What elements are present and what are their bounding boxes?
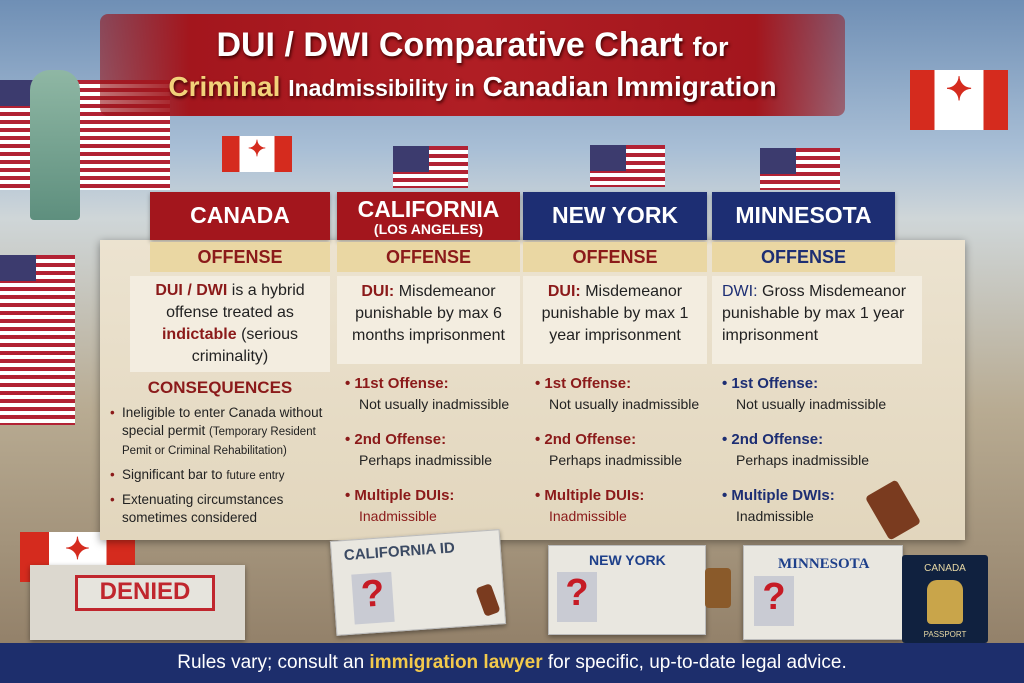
title-suffix: for xyxy=(692,32,729,62)
bullet-heading: Multiple DUIs: xyxy=(535,486,705,506)
bullet-text: Not usually inadmissible xyxy=(736,396,887,412)
footer-text: Rules vary; consult an xyxy=(177,652,370,673)
text: Misdemeanor punishable by max 1 year imp… xyxy=(541,283,689,344)
column-header-minnesota: MINNESOTA xyxy=(712,192,895,240)
title-highlight: Criminal xyxy=(168,71,281,102)
offense-desc-new-york: DUI: Misdemeanor punishable by max 1 yea… xyxy=(523,276,707,364)
text: Ineligible to enter Canada without speci… xyxy=(122,405,323,438)
offense-label-california: OFFENSE xyxy=(337,242,520,272)
bullet-heading: 2nd Offense: xyxy=(345,430,515,450)
offense-desc-minnesota: DWI: Gross Misdemeanor punishable by max… xyxy=(712,276,922,364)
text: Gross Misdemeanor punishable by max 1 ye… xyxy=(722,283,907,344)
bullet-heading: 11st Offense: xyxy=(345,374,515,394)
bullets-new-york: 1st Offense: Not usually inadmissible 2nd… xyxy=(535,374,705,542)
coat-of-arms-icon xyxy=(927,580,963,624)
bullet-text: Perhaps inadmissible xyxy=(549,452,683,468)
small-text: (Temporary Resident Pemit or Criminal Re… xyxy=(122,426,316,457)
minnesota-id-card: MINNESOTA ? xyxy=(743,545,903,640)
small-text: future entry xyxy=(226,470,285,482)
canada-passport: CANADA PASSPORT xyxy=(902,555,988,643)
bullet-text: Inadmissible xyxy=(736,508,814,524)
us-flag-left-lower xyxy=(0,255,75,425)
new-york-id-card: NEW YORK ? xyxy=(548,545,706,635)
question-mark-icon: ? xyxy=(754,576,794,626)
consequence-item: Extenuating circumstances sometimes cons… xyxy=(110,491,330,527)
bullet-text: Not usually inadmissible xyxy=(549,396,700,412)
title-line-2: Criminal Inadmissibility in Canadian Imm… xyxy=(100,71,845,103)
column-header-new-york: NEW YORK xyxy=(523,192,707,240)
denied-stamp: DENIED xyxy=(75,575,215,611)
statue-of-liberty-icon xyxy=(30,70,80,220)
title-end: Canadian Immigration xyxy=(482,71,777,102)
footer-disclaimer: Rules vary; consult an immigration lawye… xyxy=(0,643,1024,683)
text: Significant bar to xyxy=(122,467,223,482)
bullet-heading: Multiple DUIs: xyxy=(345,486,515,506)
header-label: CALIFORNIA xyxy=(357,196,500,222)
consequence-item: Ineligible to enter Canada without speci… xyxy=(110,404,330,460)
bullet-heading: 2nd Offense: xyxy=(722,430,902,450)
bold: indictable xyxy=(161,326,237,343)
question-mark-icon: ? xyxy=(557,572,597,622)
header-label: CANADA xyxy=(190,202,290,228)
bold: DWI: xyxy=(722,283,758,300)
bullet-heading: Multiple DWIs: xyxy=(722,486,902,506)
offense-label-new-york: OFFENSE xyxy=(523,242,707,272)
text: is a hybrid offense treated as xyxy=(166,282,305,321)
bullet-text: Perhaps inadmissible xyxy=(359,452,493,468)
bullets-minnesota: 1st Offense: Not usually inadmissible 2nd… xyxy=(722,374,902,542)
bullets-california: 11st Offense: Not usually inadmissible 2n… xyxy=(345,374,515,542)
offense-desc-canada: DUI / DWI is a hybrid offense treated as… xyxy=(130,276,330,372)
offense-desc-california: DUI: Misdemeanor punishable by max 6 mon… xyxy=(337,276,520,364)
california-id-card: CALIFORNIA ID ? xyxy=(329,529,507,636)
us-flag-california xyxy=(393,146,468,188)
column-header-california: CALIFORNIA (LOS ANGELES) xyxy=(337,192,520,240)
title-line-1: DUI / DWI Comparative Chart for xyxy=(100,26,845,65)
footer-text: for specific, up-to-date legal advice. xyxy=(542,652,847,673)
question-mark-icon: ? xyxy=(351,571,395,625)
card-title: NEW YORK xyxy=(589,552,666,568)
passport-label: PASSPORT xyxy=(923,630,967,639)
header-label: MINNESOTA xyxy=(735,202,872,228)
bullet-heading: 1st Offense: xyxy=(535,374,705,394)
bullet-heading: 1st Offense: xyxy=(722,374,902,394)
bold: DUI / DWI xyxy=(155,282,228,299)
us-flag-newyork xyxy=(590,145,665,187)
canada-flag-icon: ✦ xyxy=(222,136,292,172)
title-mid: Inadmissibility in xyxy=(288,75,475,101)
footer-highlight: immigration lawyer xyxy=(369,652,543,673)
bullet-text: Inadmissible xyxy=(359,508,437,524)
header-subtitle: (LOS ANGELES) xyxy=(373,221,484,237)
bold: DUI: xyxy=(361,283,395,300)
consequences-canada: CONSEQUENCES Ineligible to enter Canada … xyxy=(110,378,330,533)
text: Extenuating circumstances sometimes cons… xyxy=(122,492,284,525)
us-flag-minnesota xyxy=(760,148,840,190)
text: Misdemeanor punishable by max 6 months i… xyxy=(352,283,505,344)
passport-country: CANADA xyxy=(924,563,966,574)
bullet-text: Inadmissible xyxy=(549,508,627,524)
gavel-icon xyxy=(705,568,731,608)
bullet-text: Not usually inadmissible xyxy=(359,396,510,412)
text: (serious criminality) xyxy=(191,326,299,365)
title-banner: DUI / DWI Comparative Chart for Criminal… xyxy=(100,14,845,116)
canada-flag-right: ✦ xyxy=(910,70,1008,130)
bullet-text: Perhaps inadmissible xyxy=(736,452,870,468)
bold: DUI: xyxy=(547,283,581,300)
bullet-heading: 2nd Offense: xyxy=(535,430,705,450)
card-title: MINNESOTA xyxy=(778,556,870,572)
header-label: NEW YORK xyxy=(551,202,679,228)
column-header-canada: CANADA xyxy=(150,192,330,240)
consequence-item: Significant bar to future entry xyxy=(110,466,330,485)
offense-label-minnesota: OFFENSE xyxy=(712,242,895,272)
title-main: DUI / DWI Comparative Chart xyxy=(216,26,684,64)
offense-label-canada: OFFENSE xyxy=(150,242,330,272)
consequences-title: CONSEQUENCES xyxy=(147,378,293,397)
